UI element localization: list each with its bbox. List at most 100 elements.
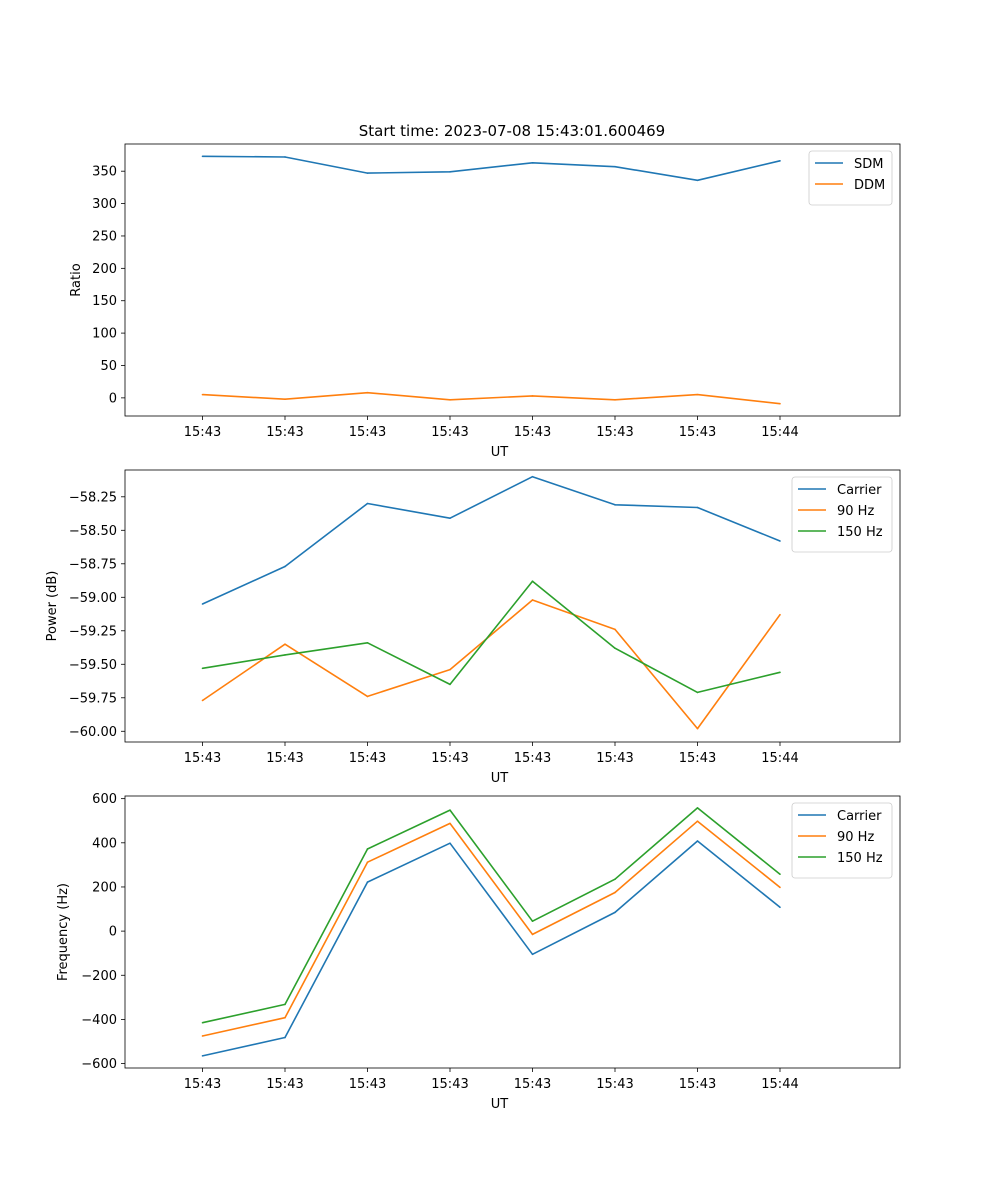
data-point <box>779 613 781 616</box>
y-tick-label: −59.00 <box>69 591 117 606</box>
data-point <box>531 933 534 936</box>
data-point <box>614 628 616 631</box>
data-point <box>531 580 534 583</box>
data-point <box>614 911 616 914</box>
y-tick-label: 400 <box>92 836 117 851</box>
data-point <box>531 161 534 164</box>
data-point <box>531 920 534 922</box>
legend-label: Carrier <box>837 483 882 498</box>
data-point <box>696 807 699 809</box>
data-point <box>531 599 534 601</box>
data-point <box>284 156 286 158</box>
data-point <box>284 643 286 645</box>
y-tick-label: −58.50 <box>69 524 117 539</box>
data-point <box>614 504 616 506</box>
x-tick-label: 15:43 <box>431 1077 468 1092</box>
data-point <box>366 172 369 174</box>
data-point <box>201 667 204 670</box>
legend: Carrier 90 Hz 150 Hz <box>791 802 893 879</box>
x-tick-label: 15:43 <box>349 1077 386 1092</box>
y-tick-label: −59.50 <box>69 658 117 673</box>
data-point <box>366 848 369 850</box>
axes-frame <box>124 143 901 417</box>
x-tick-label: 15:43 <box>184 751 221 766</box>
series-line <box>202 820 781 1037</box>
y-tick-label: 0 <box>109 925 117 940</box>
x-axis-label: UT <box>491 771 509 786</box>
legend-frame <box>791 476 893 553</box>
y-tick-label: 350 <box>92 165 117 180</box>
series-line <box>202 155 781 182</box>
series-90-hz <box>201 820 781 1037</box>
legend-label: 90 Hz <box>837 504 874 519</box>
data-point <box>449 171 451 173</box>
x-tick-label: 15:43 <box>679 1077 716 1092</box>
data-point <box>284 398 286 400</box>
x-tick-label: 15:44 <box>761 1077 798 1092</box>
series-90-hz <box>201 599 781 730</box>
x-tick-label: 15:44 <box>761 425 798 440</box>
data-point <box>201 699 204 702</box>
data-point <box>284 654 286 656</box>
chart-panel-2: 15:43 15:43 15:43 15:43 15:43 15:43 15:43 15:44… <box>45 469 901 786</box>
legend: Carrier 90 Hz 150 Hz <box>791 476 893 553</box>
data-point <box>449 822 451 825</box>
series-150-hz <box>201 580 781 694</box>
data-point <box>366 642 369 644</box>
x-tick-label: 15:43 <box>349 751 386 766</box>
y-tick-label: 150 <box>92 294 117 309</box>
data-point <box>696 820 699 822</box>
y-tick-label: −200 <box>81 969 117 984</box>
y-tick-label: −400 <box>81 1013 117 1028</box>
data-point <box>449 399 451 401</box>
data-point <box>366 502 369 505</box>
chart-panel-3: 15:43 15:43 15:43 15:43 15:43 15:43 15:43 15:44… <box>56 792 901 1112</box>
x-tick-label: 15:43 <box>266 425 303 440</box>
data-point <box>284 565 286 568</box>
data-point <box>366 861 369 864</box>
data-point <box>779 886 781 889</box>
data-point <box>696 179 699 182</box>
figure-title: Start time: 2023-07-08 15:43:01.600469 <box>359 122 665 140</box>
y-tick-label: 200 <box>92 262 117 277</box>
data-point <box>201 393 204 396</box>
y-tick-label: −58.25 <box>69 490 117 505</box>
x-tick-label: 15:43 <box>349 425 386 440</box>
x-tick-label: 15:43 <box>431 751 468 766</box>
series-line <box>202 599 781 730</box>
data-point <box>779 671 781 674</box>
y-tick-label: −58.75 <box>69 557 117 572</box>
data-point <box>201 1035 204 1037</box>
x-tick-label: 15:43 <box>514 751 551 766</box>
data-point <box>201 155 204 158</box>
data-point <box>614 647 616 650</box>
data-point <box>779 540 781 542</box>
data-point <box>449 668 451 671</box>
legend-label: Carrier <box>837 809 882 824</box>
data-point <box>284 1036 286 1039</box>
x-axis-label: UT <box>491 1097 509 1112</box>
chart-panel-1: 15:43 15:43 15:43 15:43 15:43 15:43 15:43 15:44… <box>69 143 901 460</box>
legend-frame <box>791 802 893 879</box>
series-line <box>202 475 781 605</box>
data-point <box>531 953 534 956</box>
chart-panels: 15:43 15:43 15:43 15:43 15:43 15:43 15:43 15:44… <box>45 143 901 1112</box>
y-tick-label: 300 <box>92 197 117 212</box>
series-line <box>202 807 781 1024</box>
y-tick-label: 600 <box>92 792 117 807</box>
data-point <box>696 506 699 509</box>
y-tick-label: 0 <box>109 391 117 406</box>
y-tick-label: −60.00 <box>69 725 117 740</box>
axes-frame <box>124 795 901 1069</box>
x-tick-label: 15:43 <box>431 425 468 440</box>
data-point <box>614 399 616 401</box>
series-carrier <box>201 840 781 1057</box>
legend-label: SDM <box>854 157 883 172</box>
data-point <box>449 517 451 520</box>
legend-label: 90 Hz <box>837 830 874 845</box>
legend-frame <box>808 150 893 206</box>
data-point <box>614 878 616 881</box>
x-tick-label: 15:43 <box>266 751 303 766</box>
series-line <box>202 391 781 405</box>
